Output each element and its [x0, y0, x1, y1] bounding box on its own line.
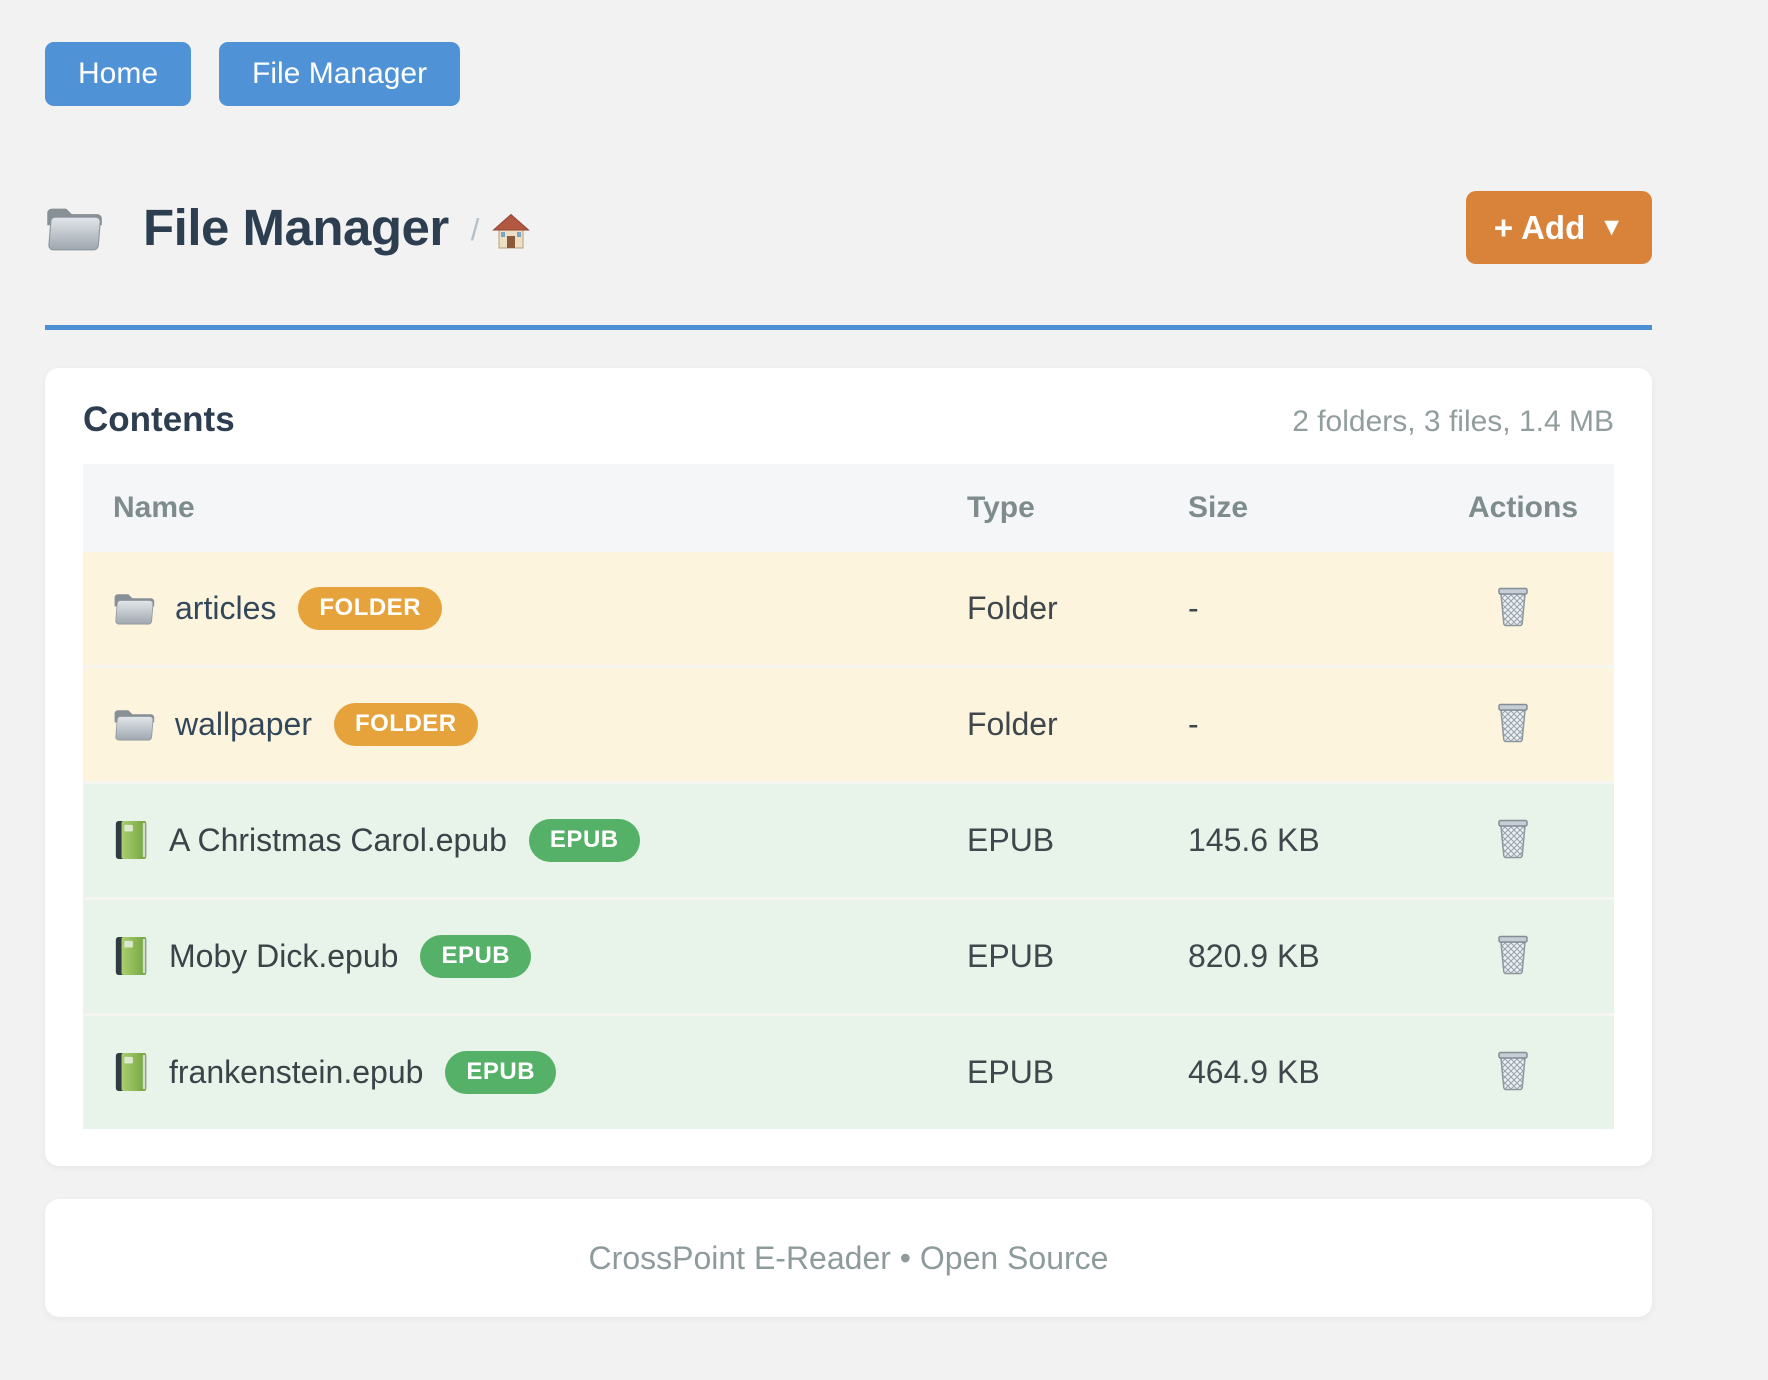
page: Home File Manager File Manager /: [45, 0, 1652, 1317]
folder-icon: [113, 590, 155, 626]
nav-file-manager-button[interactable]: File Manager: [219, 42, 461, 106]
folder-icon: [113, 706, 155, 742]
book-icon: [113, 1051, 149, 1093]
add-button-label: + Add: [1493, 208, 1586, 246]
size-cell: -: [1188, 665, 1468, 783]
chevron-down-icon: ▼: [1599, 212, 1624, 241]
type-badge: EPUB: [528, 819, 640, 862]
contents-card-head: Contents 2 folders, 3 files, 1.4 MB: [83, 368, 1614, 440]
page-title: File Manager: [143, 198, 449, 256]
type-badge: FOLDER: [333, 703, 478, 746]
file-name[interactable]: Moby Dick.epub: [169, 937, 399, 974]
nav-home-button[interactable]: Home: [45, 42, 192, 106]
type-badge: FOLDER: [298, 587, 443, 630]
type-cell: EPUB: [967, 897, 1188, 1015]
type-badge: EPUB: [445, 1051, 557, 1094]
column-header-size: Size: [1188, 464, 1468, 552]
wastebasket-icon: [1496, 934, 1530, 978]
delete-button[interactable]: [1492, 698, 1534, 750]
contents-card: Contents 2 folders, 3 files, 1.4 MB Name…: [45, 368, 1652, 1166]
size-cell: 464.9 KB: [1188, 1013, 1468, 1129]
table-row[interactable]: wallpaper FOLDER Folder -: [83, 665, 1614, 783]
top-nav: Home File Manager: [45, 42, 1652, 106]
type-cell: EPUB: [967, 781, 1188, 899]
delete-button[interactable]: [1492, 582, 1534, 634]
wastebasket-icon: [1496, 702, 1530, 746]
type-badge: EPUB: [420, 935, 532, 978]
title-divider: [45, 325, 1652, 330]
delete-button[interactable]: [1492, 814, 1534, 866]
folder-icon: [45, 203, 103, 252]
book-icon: [113, 935, 149, 977]
wastebasket-icon: [1496, 1050, 1530, 1094]
page-header: File Manager / + Add ▼: [45, 188, 1652, 266]
file-name[interactable]: frankenstein.epub: [169, 1053, 424, 1090]
size-cell: 820.9 KB: [1188, 897, 1468, 1015]
house-icon[interactable]: [491, 212, 531, 250]
column-header-actions: Actions: [1468, 464, 1614, 552]
column-header-type: Type: [967, 464, 1188, 552]
add-button[interactable]: + Add ▼: [1465, 190, 1652, 264]
table-row[interactable]: Moby Dick.epub EPUB EPUB 820.9 KB: [83, 897, 1614, 1015]
file-name[interactable]: A Christmas Carol.epub: [169, 821, 507, 858]
files-table: Name Type Size Actions articles FOLDER: [83, 464, 1614, 1129]
footer-text: CrossPoint E-Reader • Open Source: [588, 1239, 1109, 1276]
contents-heading: Contents: [83, 400, 235, 439]
footer: CrossPoint E-Reader • Open Source: [45, 1199, 1652, 1317]
wastebasket-icon: [1496, 818, 1530, 862]
file-name[interactable]: articles: [175, 589, 277, 626]
table-header-row: Name Type Size Actions: [83, 464, 1614, 552]
type-cell: Folder: [967, 665, 1188, 783]
table-row[interactable]: articles FOLDER Folder -: [83, 552, 1614, 667]
table-body: articles FOLDER Folder -: [83, 552, 1614, 1129]
column-header-name: Name: [83, 464, 967, 552]
type-cell: Folder: [967, 590, 1058, 626]
size-cell: 145.6 KB: [1188, 781, 1468, 899]
delete-button[interactable]: [1492, 930, 1534, 982]
table-row[interactable]: A Christmas Carol.epub EPUB EPUB 145.6 K…: [83, 781, 1614, 899]
file-name[interactable]: wallpaper: [175, 705, 312, 742]
delete-button[interactable]: [1492, 1046, 1534, 1098]
breadcrumb-separator: /: [470, 212, 480, 247]
book-icon: [113, 819, 149, 861]
table-row[interactable]: frankenstein.epub EPUB EPUB 464.9 KB: [83, 1013, 1614, 1129]
size-cell: -: [1188, 590, 1199, 626]
wastebasket-icon: [1496, 586, 1530, 630]
type-cell: EPUB: [967, 1013, 1188, 1129]
contents-summary: 2 folders, 3 files, 1.4 MB: [1292, 405, 1614, 438]
title-wrap: File Manager /: [45, 198, 1466, 257]
